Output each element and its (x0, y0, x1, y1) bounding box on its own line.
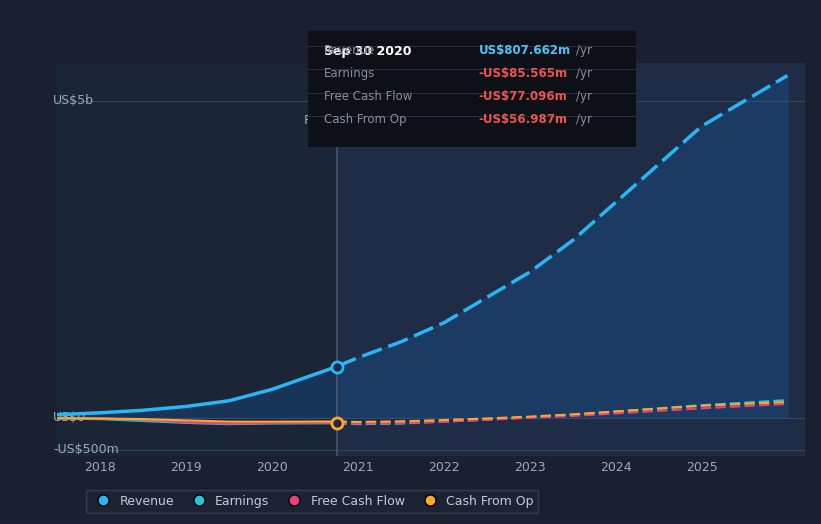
Text: /yr: /yr (576, 44, 591, 57)
Text: Past: Past (304, 114, 330, 127)
Text: Analysts Forecasts: Analysts Forecasts (343, 114, 460, 127)
Text: /yr: /yr (576, 67, 591, 80)
Text: -US$77.096m: -US$77.096m (479, 90, 567, 103)
Bar (337, 63, 805, 456)
Text: /yr: /yr (576, 90, 591, 103)
Text: Earnings: Earnings (324, 67, 376, 80)
Text: US$807.662m: US$807.662m (479, 44, 571, 57)
Legend: Revenue, Earnings, Free Cash Flow, Cash From Op: Revenue, Earnings, Free Cash Flow, Cash … (85, 489, 539, 512)
Bar (57, 63, 337, 456)
Text: Sep 30 2020: Sep 30 2020 (324, 45, 412, 58)
Text: -US$85.565m: -US$85.565m (479, 67, 568, 80)
Text: Cash From Op: Cash From Op (324, 113, 406, 126)
Text: -US$500m: -US$500m (53, 443, 119, 456)
Text: Free Cash Flow: Free Cash Flow (324, 90, 413, 103)
Text: US$0: US$0 (53, 411, 86, 424)
Text: -US$56.987m: -US$56.987m (479, 113, 567, 126)
Text: /yr: /yr (576, 113, 591, 126)
Text: Revenue: Revenue (324, 44, 376, 57)
Text: US$5b: US$5b (53, 94, 94, 107)
